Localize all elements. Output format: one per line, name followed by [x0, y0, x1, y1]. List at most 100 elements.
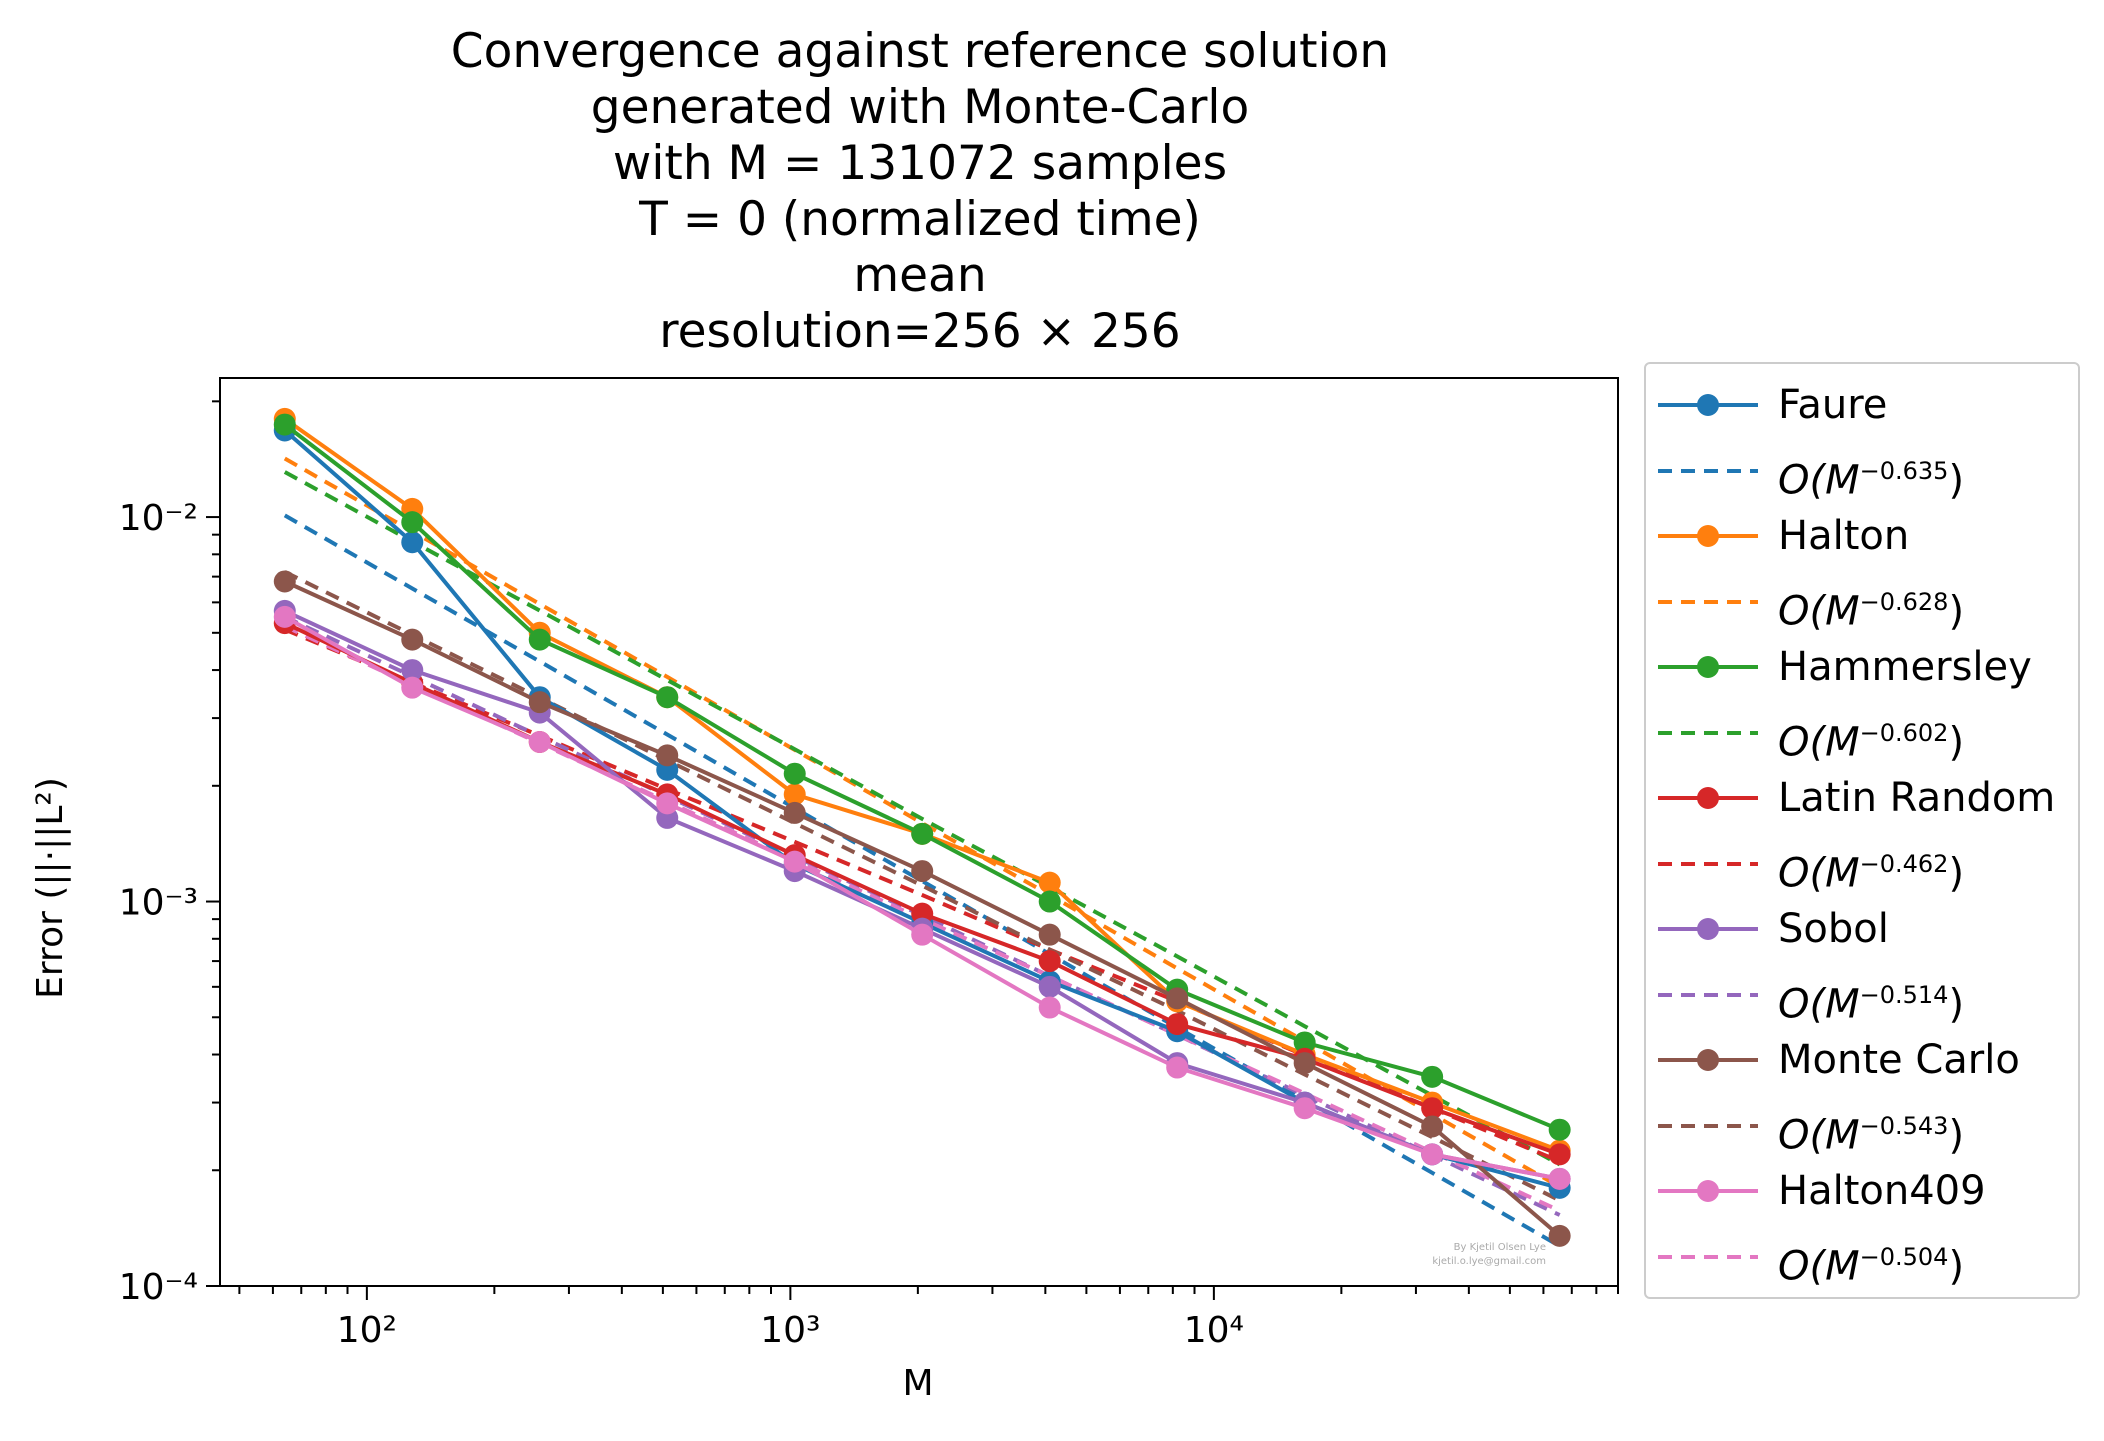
- data-point: [783, 801, 806, 824]
- legend-label: Halton: [1778, 513, 1910, 559]
- legend-swatch: [1658, 468, 1758, 473]
- data-point: [783, 762, 806, 785]
- title-line-2: generated with Monte-Carlo: [590, 80, 1250, 135]
- series-o-m-0-628-: [283, 456, 1561, 1189]
- legend-item: O(M−0.543): [1646, 1097, 2078, 1158]
- data-point: [1038, 975, 1061, 998]
- title-line-1: Convergence against reference solution: [450, 24, 1390, 79]
- data-point: [1548, 1167, 1571, 1190]
- legend-item: Monte Carlo: [1646, 1031, 2078, 1091]
- legend-item: Halton409: [1646, 1162, 2078, 1222]
- data-point: [1038, 923, 1061, 946]
- legend-item: O(M−0.462): [1646, 835, 2078, 896]
- x-tick-label: 10²: [337, 1310, 397, 1351]
- data-point: [783, 850, 806, 873]
- data-point: [273, 605, 296, 628]
- data-point: [1293, 1052, 1316, 1075]
- legend-label: O(M−0.504): [1778, 1242, 1965, 1289]
- series-halton: [273, 407, 1571, 1162]
- data-point: [1038, 871, 1061, 894]
- y-axis-label: Error (||·||L²): [30, 777, 71, 999]
- data-point: [1166, 1056, 1189, 1079]
- legend-label: Monte Carlo: [1778, 1037, 2020, 1083]
- legend-swatch: [1658, 1123, 1758, 1128]
- data-point: [1548, 1224, 1571, 1247]
- title-line-6: resolution=256 × 256: [659, 304, 1181, 359]
- series-monte-carlo: [273, 570, 1571, 1247]
- data-point: [528, 730, 551, 753]
- data-point: [401, 511, 424, 534]
- series-line: [283, 621, 1561, 1157]
- legend-swatch: [1658, 861, 1758, 866]
- data-point: [273, 570, 296, 593]
- legend-item: Latin Random: [1646, 769, 2078, 829]
- data-point: [401, 676, 424, 699]
- legend-label: Sobol: [1778, 906, 1889, 952]
- data-point: [656, 744, 679, 767]
- legend-item: O(M−0.628): [1646, 573, 2078, 634]
- data-point: [401, 628, 424, 651]
- legend-marker: [1697, 1049, 1719, 1071]
- x-tick-label: 10³: [760, 1310, 820, 1351]
- data-point: [1548, 1143, 1571, 1166]
- legend-marker: [1697, 1180, 1719, 1202]
- data-point: [273, 413, 296, 436]
- axis-layer: 10² 10³ 10⁴ 10⁻⁴ 10⁻³ 10⁻²: [119, 400, 1619, 1351]
- legend-item: O(M−0.514): [1646, 966, 2078, 1027]
- legend-swatch: [1658, 599, 1758, 604]
- title-line-3: with M = 131072 samples: [612, 136, 1228, 191]
- legend-marker: [1697, 525, 1719, 547]
- legend-marker: [1697, 787, 1719, 809]
- legend-label: O(M−0.514): [1778, 980, 1965, 1027]
- legend-swatch: [1658, 1049, 1758, 1071]
- data-point: [1421, 1143, 1444, 1166]
- data-point: [911, 860, 934, 883]
- data-point: [1421, 1065, 1444, 1088]
- data-point: [1166, 1013, 1189, 1036]
- legend-swatch: [1658, 730, 1758, 735]
- data-point: [401, 659, 424, 682]
- legend-item: O(M−0.635): [1646, 442, 2078, 503]
- x-tick-label: 10⁴: [1184, 1310, 1244, 1351]
- series-line: [283, 423, 1561, 1132]
- x-axis-label: M: [902, 1363, 933, 1404]
- data-point: [401, 531, 424, 554]
- data-point: [1293, 1031, 1316, 1054]
- legend-label: O(M−0.462): [1778, 849, 1965, 896]
- legend-label: O(M−0.628): [1778, 587, 1965, 634]
- data-point: [1421, 1097, 1444, 1120]
- legend-item: Halton: [1646, 507, 2078, 567]
- legend-swatch: [1658, 918, 1758, 940]
- legend-swatch: [1658, 992, 1758, 997]
- data-point: [783, 783, 806, 806]
- watermark-line-2: kjetil.o.lye@gmail.com: [1432, 1256, 1546, 1267]
- data-point: [1038, 996, 1061, 1019]
- legend-label: Hammersley: [1778, 644, 2032, 690]
- legend-label: Latin Random: [1778, 775, 2056, 821]
- legend-swatch: [1658, 394, 1758, 416]
- legend-swatch: [1658, 1254, 1758, 1259]
- series-line: [283, 570, 1561, 1203]
- legend-item: Sobol: [1646, 900, 2078, 960]
- legend-swatch: [1658, 525, 1758, 547]
- data-point: [1548, 1118, 1571, 1141]
- legend-label: Halton409: [1778, 1168, 1986, 1214]
- legend-label: O(M−0.635): [1778, 456, 1965, 503]
- series-line: [283, 470, 1561, 1167]
- legend-swatch: [1658, 656, 1758, 678]
- series-halton409: [273, 605, 1571, 1190]
- legend: Faure O(M−0.635) Halton O(M−0.628) Hammersle…: [1644, 362, 2080, 1299]
- legend-item: Hammersley: [1646, 638, 2078, 698]
- data-point: [1038, 890, 1061, 913]
- title-line-4: T = 0 (normalized time): [639, 192, 1201, 247]
- legend-label: Faure: [1778, 382, 1888, 428]
- legend-item: Faure: [1646, 376, 2078, 436]
- data-point: [1166, 987, 1189, 1010]
- plot-frame: [219, 377, 1619, 1287]
- legend-swatch: [1658, 1180, 1758, 1202]
- data-point: [1293, 1097, 1316, 1120]
- y-tick-label: 10⁻²: [119, 498, 198, 539]
- legend-swatch: [1658, 787, 1758, 809]
- legend-item: O(M−0.602): [1646, 704, 2078, 765]
